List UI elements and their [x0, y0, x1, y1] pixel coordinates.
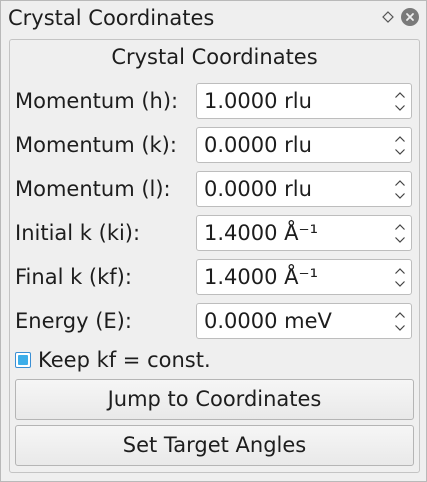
checkbox-checked-indicator	[18, 355, 28, 365]
momentum-l-value: 0.0000 rlu	[204, 177, 312, 201]
spin-arrows	[392, 132, 408, 158]
chevron-up-icon[interactable]	[392, 220, 408, 233]
chevron-down-icon[interactable]	[392, 189, 408, 202]
jump-to-coordinates-button[interactable]: Jump to Coordinates	[15, 379, 414, 420]
set-target-angles-button[interactable]: Set Target Angles	[15, 425, 414, 466]
final-k-value: 1.4000 Å⁻¹	[204, 265, 319, 289]
momentum-k-spinbox[interactable]: 0.0000 rlu	[196, 127, 412, 163]
momentum-l-label: Momentum (l):	[15, 177, 171, 201]
keep-kf-const-checkbox-row[interactable]: Keep kf = const.	[15, 347, 211, 373]
chevron-up-icon[interactable]	[392, 264, 408, 277]
initial-k-spinbox[interactable]: 1.4000 Å⁻¹	[196, 215, 412, 251]
keep-kf-const-label: Keep kf = const.	[38, 348, 211, 372]
titlebar: Crystal Coordinates	[1, 1, 426, 35]
momentum-k-label: Momentum (k):	[15, 133, 177, 157]
spin-arrows	[392, 308, 408, 334]
chevron-down-icon[interactable]	[392, 101, 408, 114]
momentum-h-value: 1.0000 rlu	[204, 89, 312, 113]
final-k-spinbox[interactable]: 1.4000 Å⁻¹	[196, 259, 412, 295]
chevron-up-icon[interactable]	[392, 308, 408, 321]
window-title: Crystal Coordinates	[8, 6, 215, 30]
chevron-down-icon[interactable]	[392, 233, 408, 246]
spin-arrows	[392, 176, 408, 202]
chevron-up-icon[interactable]	[392, 132, 408, 145]
chevron-up-icon[interactable]	[392, 88, 408, 101]
initial-k-value: 1.4000 Å⁻¹	[204, 221, 319, 245]
initial-k-label: Initial k (ki):	[15, 221, 141, 245]
spin-arrows	[392, 88, 408, 114]
chevron-down-icon[interactable]	[392, 145, 408, 158]
momentum-k-value: 0.0000 rlu	[204, 133, 312, 157]
momentum-h-spinbox[interactable]: 1.0000 rlu	[196, 83, 412, 119]
keep-kf-const-checkbox[interactable]	[15, 352, 31, 368]
float-icon[interactable]	[381, 10, 395, 24]
spin-arrows	[392, 220, 408, 246]
momentum-l-spinbox[interactable]: 0.0000 rlu	[196, 171, 412, 207]
energy-value: 0.0000 meV	[204, 309, 332, 333]
group-title: Crystal Coordinates	[111, 45, 318, 69]
energy-spinbox[interactable]: 0.0000 meV	[196, 303, 412, 339]
momentum-h-label: Momentum (h):	[15, 89, 179, 113]
crystal-coordinates-group: Crystal Coordinates Momentum (h): 1.0000…	[9, 39, 420, 473]
close-icon[interactable]	[401, 8, 419, 26]
chevron-up-icon[interactable]	[392, 176, 408, 189]
chevron-down-icon[interactable]	[392, 321, 408, 334]
final-k-label: Final k (kf):	[15, 265, 132, 289]
spin-arrows	[392, 264, 408, 290]
energy-label: Energy (E):	[15, 309, 132, 333]
chevron-down-icon[interactable]	[392, 277, 408, 290]
